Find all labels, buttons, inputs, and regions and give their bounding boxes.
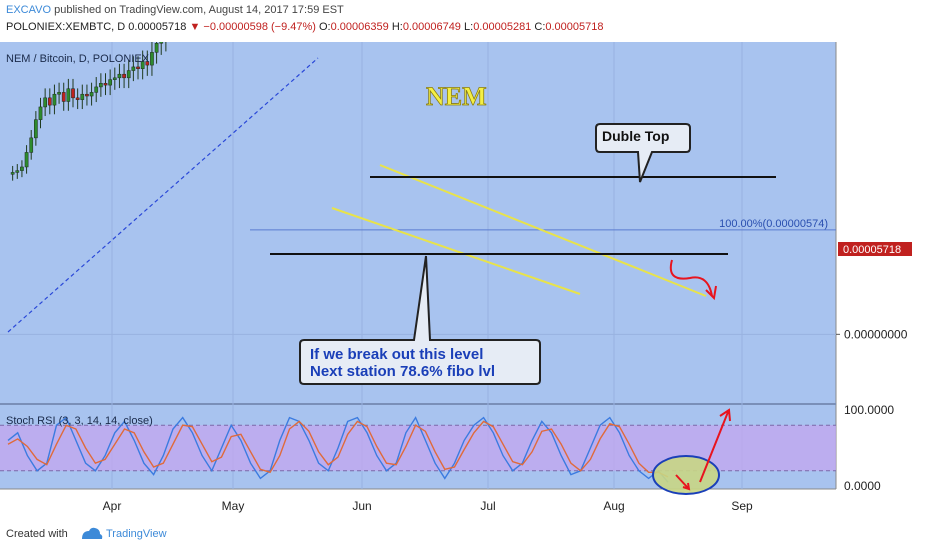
high-label: H: <box>391 21 403 33</box>
candle-body <box>15 170 20 173</box>
candle-body <box>131 66 136 71</box>
stoch-down-arrow <box>675 474 691 491</box>
stoch-title: Stoch RSI (3, 3, 14, 14, close) <box>6 415 153 427</box>
candle-body <box>112 77 117 80</box>
publish-line: EXCAVO published on TradingView.com, Aug… <box>6 4 344 16</box>
candle-body <box>34 119 38 139</box>
candle-body <box>145 61 150 66</box>
candle-body <box>43 97 47 108</box>
close-label: C: <box>534 21 546 33</box>
candle-body <box>29 137 34 153</box>
candle-body <box>75 97 80 100</box>
double-top-text: Duble Top <box>602 128 669 144</box>
candle-body <box>85 93 89 97</box>
candle-body <box>140 61 145 69</box>
candle-body <box>122 73 126 79</box>
time-tick-label: Apr <box>103 499 122 513</box>
fib-level-label: 100.00%(0.00000574) <box>719 218 828 230</box>
author-link[interactable]: EXCAVO <box>6 4 52 16</box>
time-tick-label: Jul <box>480 499 495 513</box>
candle-body <box>38 106 43 120</box>
price-change: ▼ −0.00000598 (−9.47%) <box>189 21 316 33</box>
tradingview-brand[interactable]: TradingView <box>106 528 167 540</box>
candle-body <box>99 83 103 88</box>
price-axis-ticks: 0.000140000.000120000.000100000.00008000… <box>836 327 908 493</box>
breakout-callout-bubble <box>299 255 541 385</box>
quote-line: POLONIEX:XEMBTC, D 0.00005718 ▼ −0.00000… <box>6 21 604 33</box>
time-axis-ticks: Apr May Jun Jul Aug Sep <box>103 499 753 513</box>
high-value: 0.00006749 <box>402 21 461 33</box>
created-with-text: Created with <box>6 528 68 540</box>
open-value: 0.00006359 <box>330 21 389 33</box>
double-top-callout[interactable]: Duble Top <box>595 123 691 183</box>
candle-body <box>136 66 140 69</box>
candle-body <box>61 92 66 102</box>
candle-body <box>159 42 164 44</box>
price-tick-label: 0.00000000 <box>844 327 908 341</box>
grid-lines <box>0 42 836 489</box>
low-value: 0.00005281 <box>473 21 532 33</box>
trend-drawings <box>7 57 776 333</box>
channel-lower-line <box>331 207 581 295</box>
chart-watermark: NEM <box>426 82 487 111</box>
price-chart[interactable]: 0.00%(0.00014135)23.60%(0.00010935)38.20… <box>0 42 932 522</box>
candle-body <box>126 70 131 79</box>
last-price: 0.00005718 <box>128 21 187 33</box>
candle-body <box>89 92 94 97</box>
channel-upper-line <box>379 164 707 297</box>
candle-body <box>150 52 154 66</box>
breakout-text-line1: If we break out this level <box>310 346 483 363</box>
stoch-up-arrow <box>699 408 731 483</box>
chart-title: NEM / Bitcoin, D, POLONIEX <box>6 53 150 65</box>
candle-body <box>108 79 113 86</box>
candlesticks <box>10 42 167 181</box>
published-text: published on TradingView.com, August 14,… <box>54 4 344 16</box>
candle-body <box>24 152 29 168</box>
stoch-tick-label: 0.0000 <box>844 479 881 493</box>
close-value: 0.00005718 <box>545 21 604 33</box>
candle-body <box>71 88 75 99</box>
candle-body <box>103 83 108 86</box>
candle-body <box>80 93 85 100</box>
projection-curve <box>669 259 713 297</box>
time-axis-background <box>0 489 836 522</box>
projection-arrow-head <box>705 285 717 301</box>
footer: Created with TradingView <box>0 522 932 550</box>
candle-body <box>66 88 71 102</box>
symbol-label: POLONIEX:XEMBTC, D <box>6 21 126 33</box>
time-tick-label: Aug <box>603 499 624 513</box>
candle-body <box>117 73 122 79</box>
trend-line-dashed <box>7 57 319 333</box>
time-tick-label: Sep <box>731 499 753 513</box>
tradingview-logo-icon <box>82 527 103 539</box>
breakout-callout[interactable]: If we break out this level Next station … <box>299 255 541 385</box>
open-label: O: <box>319 21 331 33</box>
time-tick-label: Jun <box>352 499 371 513</box>
stoch-series-d <box>7 420 669 478</box>
stoch-tick-label: 100.0000 <box>844 403 894 417</box>
double-top-callout-bubble <box>595 123 691 183</box>
candle-body <box>47 97 52 106</box>
last-price-label: 0.00005718 <box>843 244 901 256</box>
time-tick-label: May <box>222 499 245 513</box>
price-axis-background <box>836 42 932 522</box>
chart-header: EXCAVO published on TradingView.com, Aug… <box>0 0 932 42</box>
low-label: L: <box>464 21 474 33</box>
breakout-text-line2: Next station 78.6% fibo lvl <box>310 363 495 380</box>
candle-body <box>20 166 24 171</box>
stoch-series-k <box>7 416 669 483</box>
oversold-circle <box>652 455 720 495</box>
last-price-label-box <box>838 242 912 256</box>
candle-body <box>57 92 61 95</box>
candle-body <box>154 43 159 53</box>
candle-body <box>52 93 57 106</box>
candle-body <box>10 172 15 175</box>
candle-body <box>94 86 99 93</box>
